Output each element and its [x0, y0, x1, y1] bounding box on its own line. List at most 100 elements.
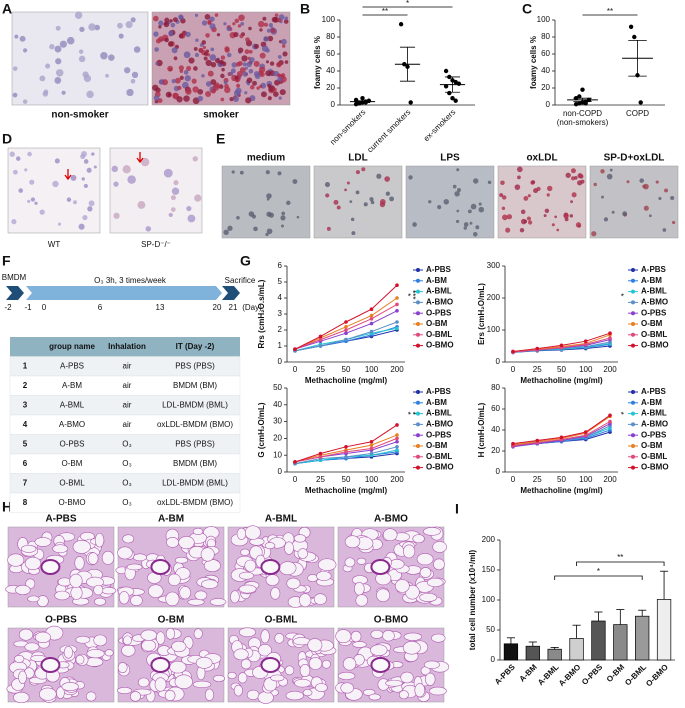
- legend-marker: [416, 433, 420, 438]
- marker: [608, 336, 612, 340]
- panel-label: C: [522, 1, 532, 17]
- cell: [324, 182, 331, 188]
- alveolus: [167, 573, 181, 586]
- cell: [233, 96, 239, 102]
- x-tick-label: ex-smokers: [422, 108, 458, 144]
- alveolus: [75, 654, 85, 665]
- y-tick-label: 10: [273, 450, 282, 459]
- cell: [171, 187, 180, 195]
- caption: A-BMO: [374, 514, 408, 525]
- panel-label: H: [2, 499, 12, 515]
- table-header: Inhalation: [108, 342, 146, 351]
- cell: [233, 31, 239, 38]
- cell: [279, 89, 286, 96]
- cell: [253, 43, 259, 49]
- y-tick-label: 100: [322, 15, 336, 24]
- y-tick-label: 40: [541, 66, 550, 75]
- cell: [194, 52, 200, 58]
- alveolus: [244, 559, 257, 572]
- cell: [224, 86, 231, 94]
- cell: [54, 77, 62, 84]
- marker: [395, 320, 399, 324]
- cell: [157, 98, 163, 103]
- marker: [318, 455, 323, 459]
- marker: [395, 283, 399, 288]
- x-tick-label: 50: [342, 475, 351, 484]
- cell: [455, 219, 460, 224]
- marker: [559, 343, 564, 348]
- cell: [167, 65, 174, 72]
- cell: [158, 36, 164, 42]
- cell: [626, 180, 630, 184]
- point: [583, 101, 588, 106]
- table-cell: PBS (PBS): [175, 361, 215, 370]
- alveolus: [116, 687, 132, 695]
- cell: [226, 26, 232, 32]
- marker: [369, 446, 374, 451]
- cell: [133, 46, 141, 53]
- cell: [233, 89, 241, 97]
- alveolus: [237, 672, 248, 684]
- table-cell: LDL-BMDM (BML): [162, 478, 228, 487]
- x-axis-label: Methacholine (mg/ml): [520, 376, 603, 385]
- table-cell: LDL-BMDM (BML): [162, 400, 228, 409]
- cell: [533, 188, 539, 194]
- alveolus: [344, 535, 361, 549]
- x-tick-label: A-BML: [536, 662, 561, 687]
- bar: [656, 599, 672, 661]
- alveolus: [140, 629, 158, 641]
- cell: [12, 66, 18, 71]
- cell: [277, 55, 282, 59]
- cell: [389, 196, 395, 202]
- cell: [575, 222, 582, 228]
- alveolus: [174, 674, 193, 689]
- legend-marker: [416, 465, 420, 470]
- marker: [344, 331, 348, 336]
- cell: [463, 226, 467, 230]
- alveolus: [52, 544, 69, 554]
- cell: [262, 16, 267, 21]
- panel-label: I: [455, 501, 459, 517]
- cell: [81, 177, 85, 181]
- alveolus: [130, 595, 143, 607]
- cell: [253, 60, 260, 67]
- panel-label: G: [240, 253, 251, 269]
- cell: [547, 185, 553, 192]
- cell: [253, 226, 258, 232]
- cell: [82, 215, 88, 221]
- day-label: 0: [42, 303, 47, 312]
- x-tick-label: 200: [390, 475, 404, 484]
- cell: [154, 47, 159, 52]
- alveolus: [307, 574, 319, 582]
- alveolus: [419, 592, 438, 602]
- arrow: [136, 152, 144, 164]
- legend-label: A-BM: [641, 398, 662, 407]
- bar: [613, 624, 628, 661]
- cell: [218, 84, 224, 89]
- x-tick-label: 0: [511, 365, 516, 374]
- error-bar: [628, 40, 647, 77]
- cell: [456, 168, 460, 172]
- x-tick-label: 100: [365, 365, 379, 374]
- cell: [563, 213, 569, 219]
- y-tick-label: 20: [541, 83, 550, 92]
- cell: [164, 37, 169, 43]
- alveolus: [165, 627, 176, 640]
- table-header: IT (Day -2): [176, 342, 215, 351]
- cell: [187, 214, 196, 223]
- cell: [281, 224, 284, 228]
- cell: [235, 79, 240, 83]
- cell: [18, 188, 24, 193]
- cell: [201, 74, 205, 78]
- cell: [369, 197, 374, 202]
- alveolus: [194, 590, 208, 601]
- alveolus: [164, 689, 176, 701]
- significance: *: [616, 412, 625, 415]
- airway: [370, 657, 391, 673]
- airway: [260, 657, 281, 673]
- cell: [204, 14, 211, 20]
- alveolus: [240, 658, 252, 670]
- cell: [580, 179, 585, 184]
- marker: [608, 340, 612, 344]
- point: [638, 100, 643, 105]
